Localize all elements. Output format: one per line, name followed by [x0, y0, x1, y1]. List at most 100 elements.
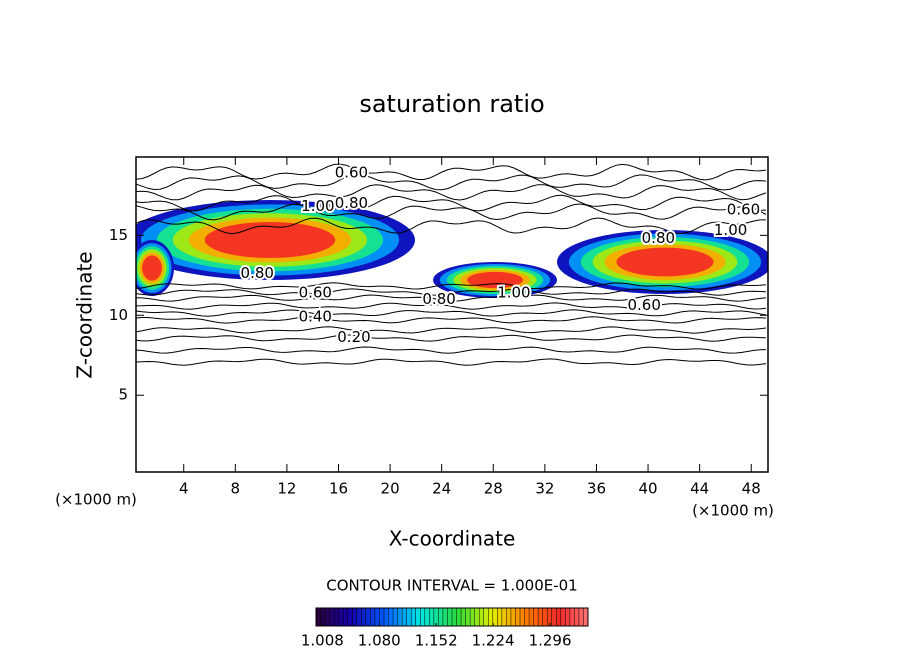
contour-label: 1.00: [497, 283, 530, 301]
colorbar-cell: [456, 608, 462, 626]
x-tick-label: 24: [432, 480, 451, 498]
colorbar-cell: [411, 608, 417, 626]
x-tick-label: 20: [381, 480, 400, 498]
contour-label: 0.60: [335, 163, 368, 181]
contour-label: 0.20: [337, 328, 370, 346]
colorbar-cell: [352, 608, 358, 626]
x-unit-label: (×1000 m): [692, 502, 774, 520]
colorbar-cell: [501, 608, 507, 626]
colorbar-tick-label: 1.224: [472, 632, 515, 650]
contour-line: [136, 282, 767, 290]
contour-label: 0.80: [335, 194, 368, 212]
colorbar-cell: [569, 608, 575, 626]
colorbar-cell: [515, 608, 521, 626]
contour-label: 0.60: [627, 296, 660, 314]
colorbar-cell: [406, 608, 412, 626]
supersaturation-region: [616, 247, 714, 277]
colorbar-cell: [533, 608, 539, 626]
y-unit-label: (×1000 m): [55, 491, 137, 509]
colorbar-cell: [479, 608, 485, 626]
colorbar-cell: [325, 608, 330, 626]
contour-line: [136, 302, 767, 310]
contour-line: [136, 294, 767, 302]
colorbar-cell: [506, 608, 512, 626]
colorbar-cell: [433, 608, 439, 626]
colorbar-cell: [574, 608, 580, 626]
colorbar-cell: [420, 608, 426, 626]
colorbar-cell: [578, 608, 584, 626]
x-tick-label: 36: [587, 480, 606, 498]
colorbar-cell: [384, 608, 389, 626]
colorbar-cell: [529, 608, 534, 626]
x-tick-label: 28: [484, 480, 503, 498]
colorbar-cell: [338, 608, 344, 626]
contour-line: [136, 334, 767, 342]
x-tick-label: 16: [329, 480, 348, 498]
y-tick-label: 10: [109, 306, 128, 324]
x-tick-label: 40: [639, 480, 658, 498]
colorbar-cell: [547, 608, 553, 626]
colorbar-cell: [329, 608, 335, 626]
colorbar-tick-label: 1.296: [529, 632, 572, 650]
colorbar-cell: [393, 608, 398, 626]
contour-label: 1.00: [301, 197, 334, 215]
x-tick-label: 4: [179, 480, 189, 498]
colorbar-cell: [524, 608, 530, 626]
colorbar-cell: [461, 608, 466, 626]
x-axis-label: X-coordinate: [389, 527, 516, 551]
colorbar-cell: [556, 608, 562, 626]
y-tick-label: 5: [118, 386, 128, 404]
contour-interval: CONTOUR INTERVAL = 1.000E-01: [326, 577, 577, 595]
colorbar-tick-label: 1.152: [415, 632, 458, 650]
contour-line: [136, 163, 767, 181]
colorbar-cell: [447, 608, 453, 626]
contour-label: 0.40: [299, 307, 332, 325]
colorbar-cell: [374, 608, 380, 626]
contour-line: [136, 217, 766, 235]
contour-label: 0.80: [642, 229, 675, 247]
contour-label: 0.60: [727, 200, 760, 218]
colorbar-cell: [488, 608, 494, 626]
colorbar-cell: [483, 608, 489, 626]
colorbar-cell: [438, 608, 444, 626]
colorbar-cell: [415, 608, 421, 626]
contour-label: 0.80: [422, 290, 455, 308]
colorbar-cell: [565, 608, 571, 626]
colorbar-cell: [560, 608, 566, 626]
contour-line: [136, 173, 767, 191]
colorbar-cell: [397, 608, 403, 626]
colorbar-cell: [497, 608, 503, 626]
colorbar-cell: [583, 608, 589, 626]
contour-label: 0.80: [241, 264, 274, 282]
colorbar-frame: [315, 607, 589, 627]
colorbar-cell: [347, 608, 353, 626]
colorbar-cell: [356, 608, 362, 626]
colorbar-cell: [470, 608, 475, 626]
contour-line: [136, 346, 767, 354]
colorbar-cell: [510, 608, 516, 626]
colorbar-cell: [442, 608, 448, 626]
colorbar-cell: [320, 608, 326, 626]
colorbar-cell: [370, 608, 376, 626]
colorbar-tick-label: 1.008: [301, 632, 344, 650]
y-tick-label: 15: [109, 226, 128, 244]
colorbar-cell: [316, 608, 321, 626]
x-tick-label: 44: [690, 480, 709, 498]
contour-line: [136, 194, 767, 212]
colorbar-cell: [365, 608, 371, 626]
colorbar-cell: [551, 608, 557, 626]
contour-line: [136, 288, 767, 296]
colorbar-cell: [452, 608, 457, 626]
supersaturation-region: [142, 255, 162, 281]
colorbar-cell: [520, 608, 525, 626]
y-axis-label: Z-coordinate: [73, 251, 97, 378]
contour-label: 0.60: [299, 283, 332, 301]
supersaturation-region: [467, 271, 523, 289]
x-tick-label: 8: [231, 480, 241, 498]
colorbar-cell: [492, 608, 498, 626]
colorbar-cell: [388, 608, 394, 626]
colorbar-cell: [402, 608, 407, 626]
contour-line: [136, 358, 767, 366]
colorbar-cell: [334, 608, 339, 626]
